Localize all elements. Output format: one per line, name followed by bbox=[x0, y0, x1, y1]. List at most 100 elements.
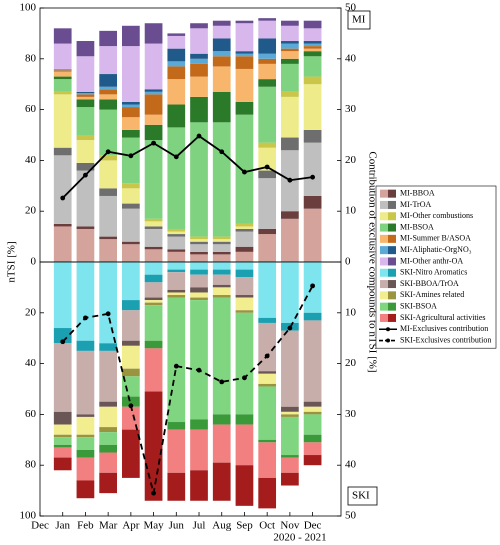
bar-segment bbox=[76, 228, 95, 262]
bar-segment bbox=[76, 56, 95, 92]
bar-segment bbox=[53, 411, 72, 425]
bar-segment bbox=[99, 452, 118, 473]
bar-segment bbox=[258, 170, 277, 179]
legend-label: SKI-Exclusives contribution bbox=[400, 335, 491, 344]
bar-segment bbox=[281, 472, 299, 486]
legend: MI-BBOA MI-TrOA MI-Other combustions MI-BSO… bbox=[375, 185, 497, 349]
bar-segment bbox=[190, 244, 208, 252]
bar-segment bbox=[122, 429, 140, 478]
bar-segment bbox=[212, 274, 231, 285]
bar-segment bbox=[281, 411, 299, 415]
line-marker bbox=[264, 164, 270, 170]
bar-segment bbox=[303, 434, 322, 443]
line-marker bbox=[173, 363, 179, 369]
bar-segment bbox=[303, 56, 322, 77]
bar-segment bbox=[99, 427, 118, 433]
bar-segment bbox=[235, 312, 254, 415]
bar-segment bbox=[167, 104, 186, 128]
bar-segment bbox=[122, 183, 140, 189]
bar-segment bbox=[258, 317, 277, 323]
bar-segment bbox=[99, 432, 118, 445]
bar-segment bbox=[281, 20, 299, 26]
bar-segment bbox=[76, 162, 95, 171]
legend-swatch bbox=[380, 257, 388, 266]
legend-swatch bbox=[380, 313, 388, 322]
bar-segment bbox=[144, 300, 163, 303]
legend-swatch bbox=[388, 246, 396, 255]
bar-segment bbox=[76, 434, 95, 438]
legend-marker bbox=[386, 338, 390, 343]
y-tick-label: 0 bbox=[31, 256, 37, 268]
bar-segment bbox=[281, 41, 299, 44]
bar-segment bbox=[99, 30, 118, 47]
bar-segment bbox=[76, 135, 95, 141]
bar-segment bbox=[122, 396, 140, 407]
bar-segment bbox=[281, 63, 299, 92]
bar-segment bbox=[122, 262, 140, 301]
y-axis-title: nTSI [%] bbox=[6, 241, 18, 282]
y-tick-label: 40 bbox=[25, 154, 37, 166]
bar-segment bbox=[76, 107, 95, 135]
legend-label: SKI-Agricultural activities bbox=[400, 313, 486, 322]
bar-segment bbox=[53, 223, 72, 227]
bar-segment bbox=[76, 99, 95, 108]
line-marker bbox=[310, 283, 316, 289]
bar-segment bbox=[212, 56, 231, 67]
bar-segment bbox=[258, 147, 277, 171]
bar-segment bbox=[281, 58, 299, 64]
legend-swatch bbox=[380, 189, 388, 198]
y-tick-label: 60 bbox=[25, 103, 37, 115]
bar-segment bbox=[53, 262, 72, 329]
bar-segment bbox=[99, 236, 118, 240]
bar-segment bbox=[76, 226, 95, 229]
bar-segment bbox=[53, 70, 72, 72]
bar-segment bbox=[212, 424, 231, 463]
legend-label: MI-BBOA bbox=[400, 188, 435, 197]
bar-segment bbox=[281, 218, 299, 262]
line-marker bbox=[287, 325, 293, 331]
line-marker bbox=[60, 339, 66, 345]
bar-segment bbox=[235, 414, 254, 425]
bar-segment bbox=[167, 236, 186, 250]
legend-label: SKI-Nitro Aromatics bbox=[400, 268, 467, 277]
bar-segment bbox=[281, 262, 299, 323]
bar-segment bbox=[281, 457, 299, 473]
x-tick-label: Oct bbox=[259, 520, 275, 532]
bar-segment bbox=[190, 122, 208, 237]
bar-segment bbox=[235, 465, 254, 506]
plot-frame bbox=[39, 261, 342, 517]
bar-segment bbox=[144, 89, 163, 92]
bar-segment bbox=[190, 419, 208, 430]
line-marker bbox=[310, 174, 316, 180]
bar-segment bbox=[258, 373, 277, 384]
bar-segment bbox=[258, 58, 277, 64]
bar-segment bbox=[99, 89, 118, 95]
line-marker bbox=[242, 169, 247, 175]
y-tick-label: 20 bbox=[25, 306, 37, 318]
bar-segment bbox=[167, 251, 186, 262]
line bbox=[62, 134, 313, 199]
bar-segment bbox=[281, 91, 299, 97]
bar-segment bbox=[190, 236, 208, 240]
bar-segment bbox=[99, 444, 118, 453]
bar-segment bbox=[235, 56, 254, 69]
bar-segment bbox=[281, 211, 299, 219]
bar-segment bbox=[281, 43, 299, 49]
bar-segment bbox=[122, 129, 140, 138]
bar-segment bbox=[53, 457, 72, 471]
bar-segment bbox=[281, 406, 299, 412]
bar-segment bbox=[122, 107, 140, 118]
bar-segment bbox=[167, 231, 186, 235]
legend-label: MI-Summer B/ASOA bbox=[400, 234, 471, 243]
bar-segment bbox=[167, 272, 186, 290]
bar-segment bbox=[167, 249, 186, 252]
bar-segment bbox=[258, 79, 277, 87]
bar-segment bbox=[190, 96, 208, 123]
bar-segment bbox=[53, 43, 72, 69]
bar-segment bbox=[303, 142, 322, 196]
bar-segment bbox=[303, 76, 322, 85]
bar-segment bbox=[76, 94, 95, 97]
bar-segment bbox=[167, 472, 186, 501]
bar-segment bbox=[258, 178, 277, 229]
bar-segment bbox=[235, 23, 254, 52]
